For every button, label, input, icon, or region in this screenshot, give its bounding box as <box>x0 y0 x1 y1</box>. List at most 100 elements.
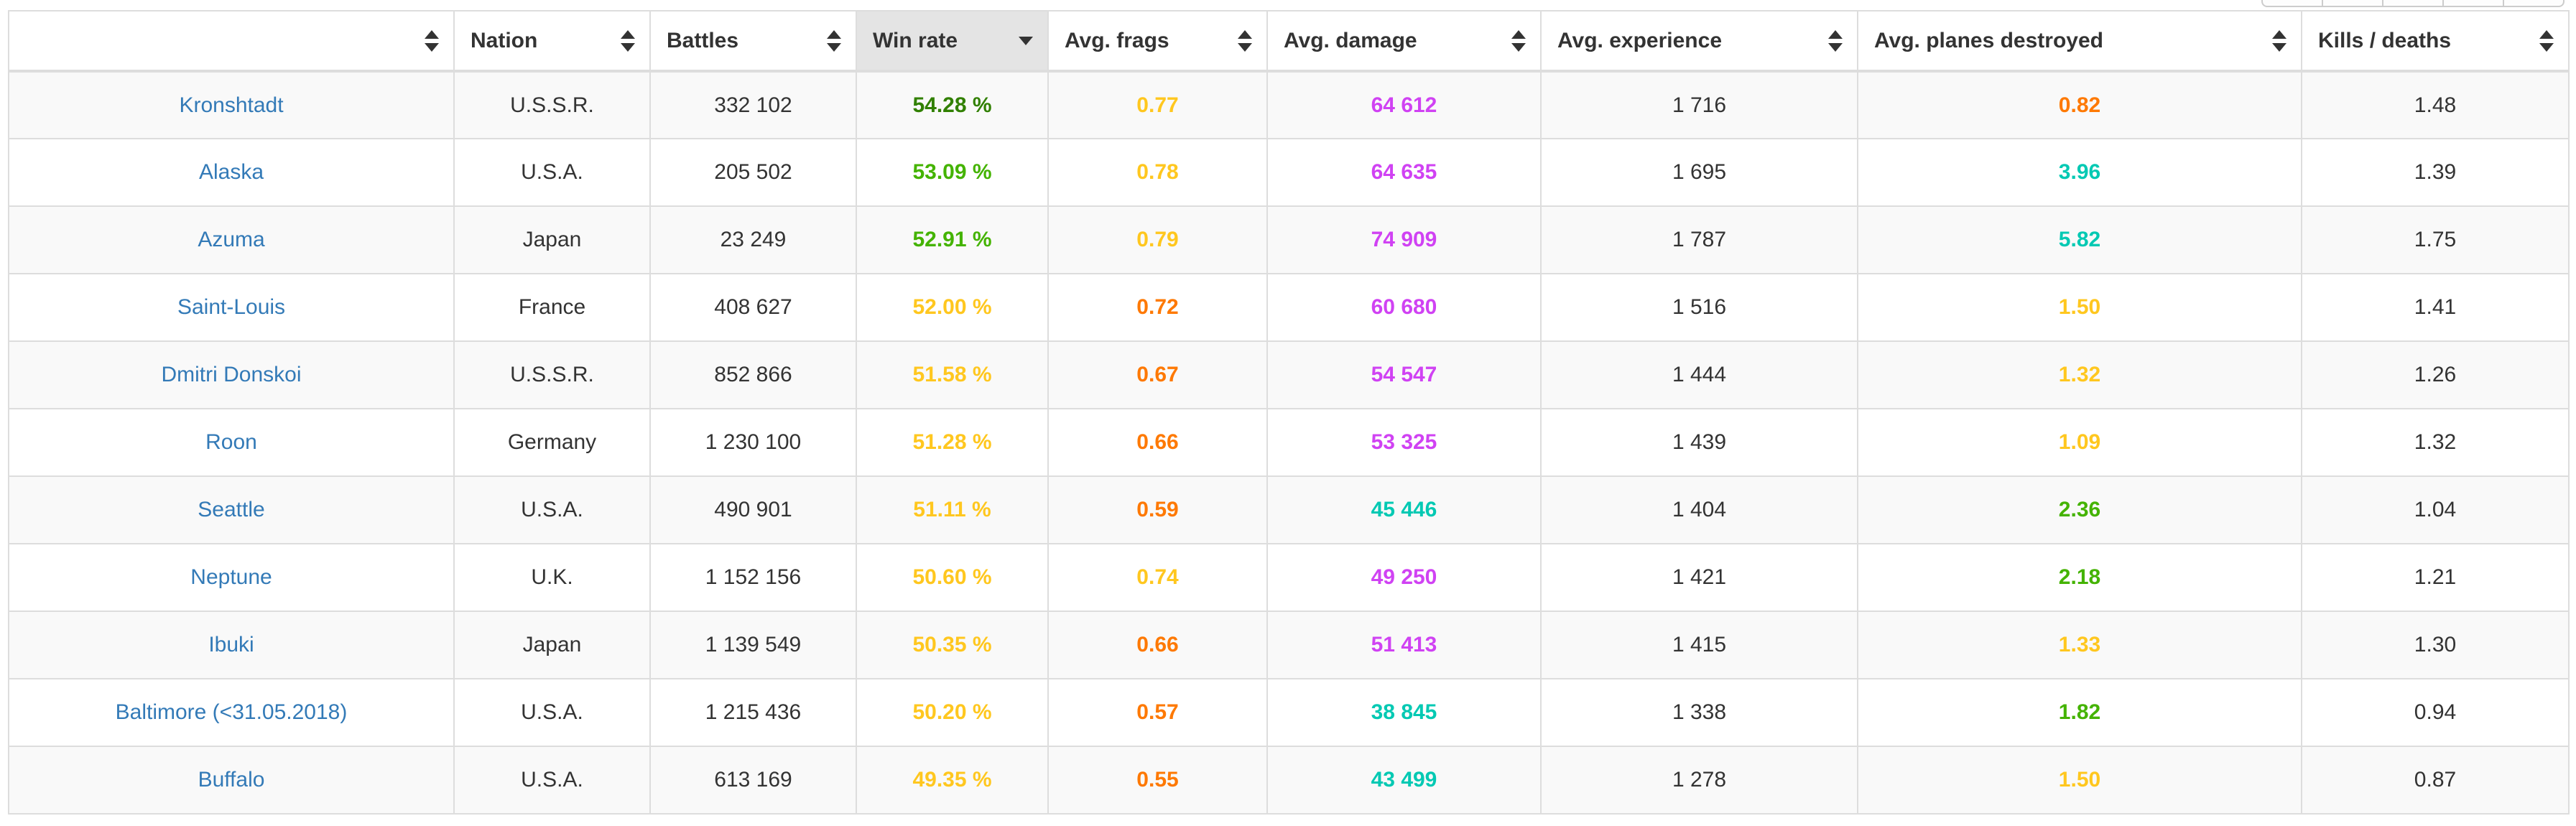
column-header-avg_planes_destroyed[interactable]: Avg. planes destroyed <box>1857 10 2302 73</box>
metric-value: 64 612 <box>1371 93 1437 117</box>
cell-avg_experience: 1 695 <box>1540 138 1858 207</box>
cell-kills_deaths: 0.94 <box>2301 678 2570 747</box>
sort-both-icon <box>1828 29 1843 52</box>
cell-avg_frags: 0.74 <box>1047 543 1268 612</box>
ships-stats-table: Nation Battles Win rate Avg. frags Avg. dama… <box>8 10 2570 815</box>
metric-value: 1.32 <box>2058 363 2101 386</box>
cell-ship: Neptune <box>8 543 455 612</box>
table-row: Dmitri Donskoi U.S.S.R. 852 866 51.58 % 0.67… <box>8 340 2570 409</box>
cell-win_rate: 51.28 % <box>856 408 1049 477</box>
cell-nation: U.S.S.R. <box>453 70 651 139</box>
cell-ship: Baltimore (<31.05.2018) <box>8 678 455 747</box>
cutoff-button[interactable] <box>2382 0 2444 7</box>
cell-avg_planes_destroyed: 1.32 <box>1857 340 2302 409</box>
cell-avg_planes_destroyed: 3.96 <box>1857 138 2302 207</box>
cell-kills_deaths: 1.30 <box>2301 611 2570 679</box>
ship-link[interactable]: Dmitri Donskoi <box>161 363 302 386</box>
ship-link[interactable]: Ibuki <box>208 633 254 656</box>
ship-link[interactable]: Azuma <box>198 228 265 251</box>
ship-link[interactable]: Kronshtadt <box>179 93 284 117</box>
metric-value: 0.67 <box>1136 363 1179 386</box>
metric-value: 5.82 <box>2058 228 2101 251</box>
column-header-avg_experience[interactable]: Avg. experience <box>1540 10 1858 73</box>
cell-avg_damage: 64 635 <box>1266 138 1542 207</box>
cell-nation: U.S.A. <box>453 746 651 815</box>
cell-avg_experience: 1 404 <box>1540 475 1858 544</box>
cutoff-button[interactable] <box>2503 0 2565 7</box>
column-header-avg_damage[interactable]: Avg. damage <box>1266 10 1542 73</box>
metric-value: 1.09 <box>2058 430 2101 454</box>
cell-avg_planes_destroyed: 5.82 <box>1857 205 2302 274</box>
column-header-label: Nation <box>471 28 538 52</box>
table-row: Seattle U.S.A. 490 901 51.11 % 0.59 45 446 1 4… <box>8 475 2570 544</box>
metric-value: 60 680 <box>1371 295 1437 319</box>
metric-value: 2.18 <box>2058 565 2101 589</box>
cell-win_rate: 50.60 % <box>856 543 1049 612</box>
cell-battles: 613 169 <box>649 746 857 815</box>
cell-avg_damage: 49 250 <box>1266 543 1542 612</box>
cutoff-button[interactable] <box>2261 0 2323 7</box>
metric-value: 1.50 <box>2058 768 2101 792</box>
column-header-win_rate[interactable]: Win rate <box>856 10 1049 73</box>
column-header-label: Avg. frags <box>1065 28 1169 52</box>
cell-battles: 408 627 <box>649 273 857 342</box>
ship-link[interactable]: Baltimore (<31.05.2018) <box>115 700 348 724</box>
cell-avg_planes_destroyed: 1.09 <box>1857 408 2302 477</box>
cell-win_rate: 53.09 % <box>856 138 1049 207</box>
cell-battles: 205 502 <box>649 138 857 207</box>
cell-kills_deaths: 1.21 <box>2301 543 2570 612</box>
cell-ship: Buffalo <box>8 746 455 815</box>
cell-kills_deaths: 1.48 <box>2301 70 2570 139</box>
column-header-ship[interactable] <box>8 10 455 73</box>
cell-avg_planes_destroyed: 2.18 <box>1857 543 2302 612</box>
metric-value: 0.66 <box>1136 430 1179 454</box>
metric-value: 0.66 <box>1136 633 1179 656</box>
metric-value: 49.35 % <box>912 768 992 792</box>
ship-link[interactable]: Saint-Louis <box>177 295 286 319</box>
cell-avg_frags: 0.77 <box>1047 70 1268 139</box>
ship-link[interactable]: Roon <box>205 430 257 454</box>
metric-value: 43 499 <box>1371 768 1437 792</box>
ship-link[interactable]: Neptune <box>190 565 272 589</box>
sort-both-icon <box>2539 29 2554 52</box>
cell-avg_planes_destroyed: 1.82 <box>1857 678 2302 747</box>
cell-nation: U.S.S.R. <box>453 340 651 409</box>
cell-nation: France <box>453 273 651 342</box>
ships-table-wrapper: Nation Battles Win rate Avg. frags Avg. dama… <box>8 10 2570 815</box>
cell-avg_damage: 74 909 <box>1266 205 1542 274</box>
cell-avg_damage: 38 845 <box>1266 678 1542 747</box>
metric-value: 54 547 <box>1371 363 1437 386</box>
cell-nation: U.S.A. <box>453 475 651 544</box>
cell-avg_frags: 0.66 <box>1047 408 1268 477</box>
column-header-battles[interactable]: Battles <box>649 10 857 73</box>
cell-win_rate: 50.35 % <box>856 611 1049 679</box>
ship-link[interactable]: Seattle <box>198 498 265 521</box>
table-row: Azuma Japan 23 249 52.91 % 0.79 74 909 1 787 5.… <box>8 205 2570 274</box>
table-row: Neptune U.K. 1 152 156 50.60 % 0.74 49 250 1 4… <box>8 543 2570 612</box>
ship-link[interactable]: Alaska <box>198 160 264 184</box>
metric-value: 0.59 <box>1136 498 1179 521</box>
column-header-kills_deaths[interactable]: Kills / deaths <box>2301 10 2570 73</box>
cutoff-button-group <box>2261 0 2565 7</box>
cell-avg_frags: 0.78 <box>1047 138 1268 207</box>
cell-kills_deaths: 1.75 <box>2301 205 2570 274</box>
cell-win_rate: 52.91 % <box>856 205 1049 274</box>
metric-value: 51.58 % <box>912 363 992 386</box>
cell-win_rate: 51.58 % <box>856 340 1049 409</box>
cell-avg_experience: 1 338 <box>1540 678 1858 747</box>
metric-value: 53.09 % <box>912 160 992 184</box>
cutoff-button[interactable] <box>2322 0 2383 7</box>
ship-link[interactable]: Buffalo <box>198 768 265 792</box>
column-header-avg_frags[interactable]: Avg. frags <box>1047 10 1268 73</box>
metric-value: 0.77 <box>1136 93 1179 117</box>
cutoff-button[interactable] <box>2442 0 2504 7</box>
cell-avg_frags: 0.55 <box>1047 746 1268 815</box>
column-header-label: Avg. planes destroyed <box>1874 28 2103 52</box>
metric-value: 0.78 <box>1136 160 1179 184</box>
metric-value: 0.74 <box>1136 565 1179 589</box>
table-row: Baltimore (<31.05.2018) U.S.A. 1 215 436 50… <box>8 678 2570 747</box>
column-header-nation[interactable]: Nation <box>453 10 651 73</box>
cell-avg_frags: 0.59 <box>1047 475 1268 544</box>
metric-value: 50.35 % <box>912 633 992 656</box>
